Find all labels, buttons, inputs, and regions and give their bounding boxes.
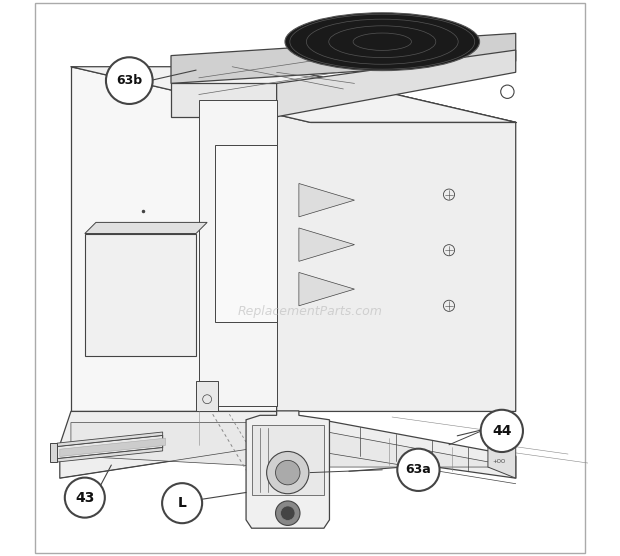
Polygon shape	[252, 425, 324, 495]
Polygon shape	[199, 100, 277, 406]
Circle shape	[397, 449, 440, 491]
Polygon shape	[57, 435, 162, 459]
Circle shape	[280, 506, 295, 520]
Text: 44: 44	[492, 424, 512, 438]
Circle shape	[275, 501, 300, 525]
Text: 63a: 63a	[405, 463, 432, 476]
Text: L: L	[178, 496, 187, 510]
Circle shape	[65, 478, 105, 518]
Polygon shape	[299, 272, 355, 306]
Polygon shape	[171, 83, 277, 117]
Polygon shape	[71, 67, 516, 122]
Polygon shape	[85, 234, 196, 356]
Polygon shape	[71, 423, 516, 467]
Polygon shape	[277, 67, 516, 411]
Circle shape	[480, 410, 523, 452]
Circle shape	[501, 85, 514, 98]
Polygon shape	[57, 432, 162, 446]
Polygon shape	[60, 411, 516, 478]
Polygon shape	[299, 183, 355, 217]
Circle shape	[106, 57, 153, 104]
Polygon shape	[277, 50, 516, 117]
Polygon shape	[171, 33, 516, 83]
Polygon shape	[60, 438, 166, 456]
Circle shape	[162, 483, 202, 523]
Circle shape	[275, 460, 300, 485]
Polygon shape	[488, 434, 516, 478]
Text: 43: 43	[75, 490, 94, 505]
Polygon shape	[57, 448, 162, 462]
Polygon shape	[50, 443, 57, 462]
Ellipse shape	[285, 13, 480, 71]
Text: ReplacementParts.com: ReplacementParts.com	[237, 305, 383, 318]
Polygon shape	[196, 381, 218, 411]
Text: +OO: +OO	[492, 459, 506, 464]
Polygon shape	[246, 411, 329, 528]
Polygon shape	[299, 228, 355, 261]
Polygon shape	[71, 67, 277, 411]
Polygon shape	[216, 145, 277, 322]
Circle shape	[267, 451, 309, 494]
Text: 63b: 63b	[116, 74, 143, 87]
Polygon shape	[85, 222, 207, 234]
